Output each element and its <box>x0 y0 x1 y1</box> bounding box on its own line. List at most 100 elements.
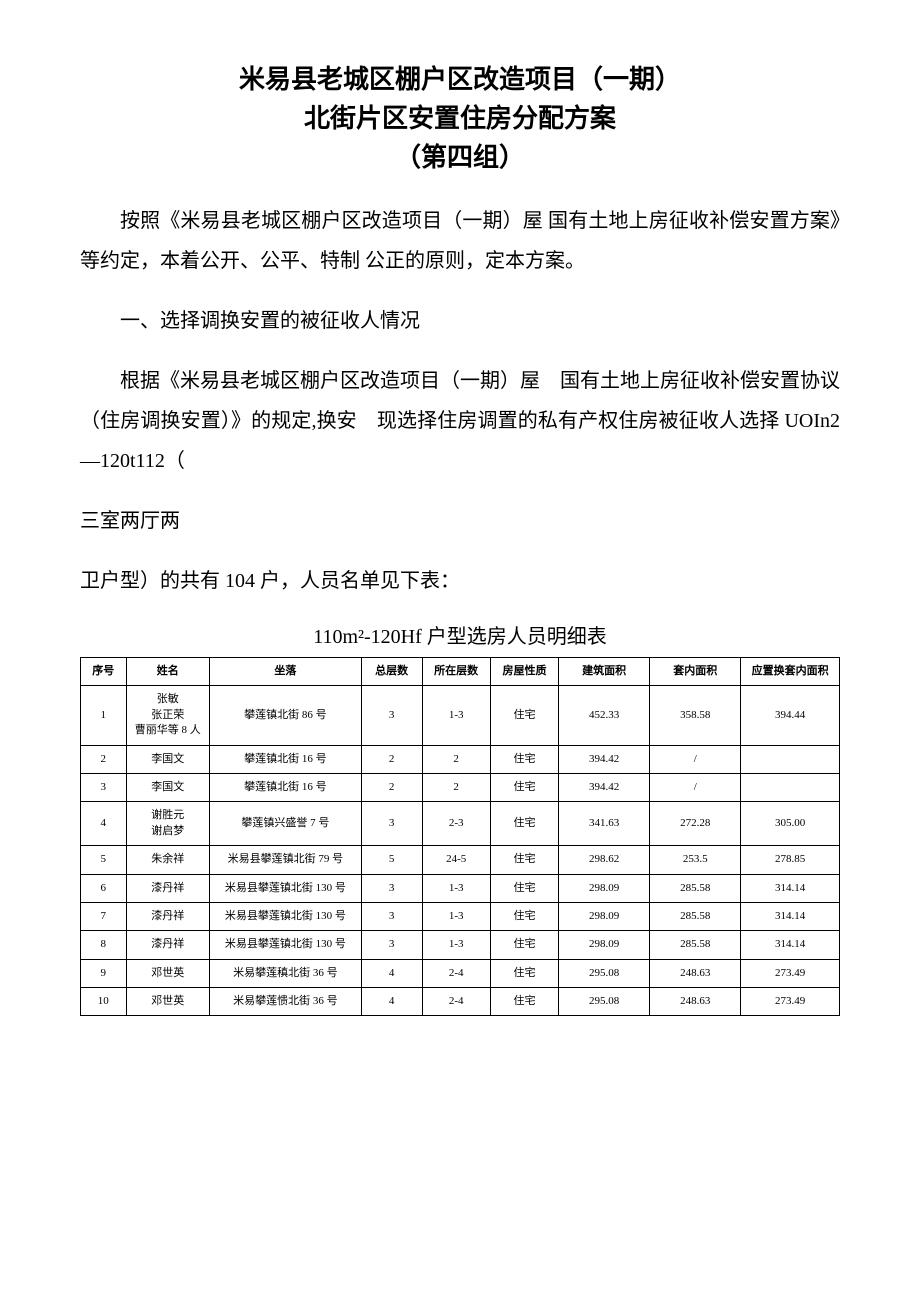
table-cell: 米易县攀莲镇北街 130 号 <box>210 902 362 930</box>
table-cell: 攀莲镇兴盛誉 7 号 <box>210 802 362 846</box>
table-cell: 295.08 <box>559 988 650 1016</box>
table-cell: 住宅 <box>490 802 558 846</box>
table-cell: 攀莲镇北街 16 号 <box>210 745 362 773</box>
table-cell <box>741 745 840 773</box>
table-cell: 295.08 <box>559 959 650 987</box>
table-cell: 3 <box>361 931 422 959</box>
table-cell: 285.58 <box>650 874 741 902</box>
document-title-block: 米易县老城区棚户区改造项目（一期） 北街片区安置住房分配方案 （第四组） <box>80 60 840 177</box>
table-cell: 住宅 <box>490 931 558 959</box>
table-cell: 272.28 <box>650 802 741 846</box>
table-cell: 住宅 <box>490 686 558 745</box>
th-name: 姓名 <box>126 658 209 686</box>
table-cell: 1 <box>81 686 127 745</box>
th-seq: 序号 <box>81 658 127 686</box>
table-cell: 285.58 <box>650 931 741 959</box>
table-cell: 4 <box>81 802 127 846</box>
table-cell: 253.5 <box>650 846 741 874</box>
th-build-area: 建筑面积 <box>559 658 650 686</box>
table-cell: 住宅 <box>490 874 558 902</box>
table-cell: 452.33 <box>559 686 650 745</box>
table-cell: 298.09 <box>559 874 650 902</box>
table-cell: 314.14 <box>741 874 840 902</box>
title-line-3: （第四组） <box>80 138 840 177</box>
th-address: 坐落 <box>210 658 362 686</box>
paragraph-2: 根据《米易县老城区棚户区改造项目（一期）屋 国有土地上房征收补偿安置协议（住房调… <box>80 361 840 481</box>
title-line-1: 米易县老城区棚户区改造项目（一期） <box>80 60 840 99</box>
table-cell: 李国文 <box>126 745 209 773</box>
table-cell: 2 <box>422 773 490 801</box>
table-cell: 住宅 <box>490 745 558 773</box>
table-cell: 1-3 <box>422 931 490 959</box>
table-cell: 3 <box>361 902 422 930</box>
table-cell: 2-3 <box>422 802 490 846</box>
table-cell: 住宅 <box>490 902 558 930</box>
table-cell: 邓世英 <box>126 959 209 987</box>
table-cell: / <box>650 773 741 801</box>
table-cell: 漆丹祥 <box>126 931 209 959</box>
table-cell: 谢胜元 谢启梦 <box>126 802 209 846</box>
table-cell: 邓世英 <box>126 988 209 1016</box>
table-cell: 7 <box>81 902 127 930</box>
table-cell: 2 <box>422 745 490 773</box>
table-cell: 1-3 <box>422 874 490 902</box>
table-cell: 2 <box>361 745 422 773</box>
table-cell: 住宅 <box>490 988 558 1016</box>
th-floor: 所在层数 <box>422 658 490 686</box>
table-cell: 8 <box>81 931 127 959</box>
table-cell: 住宅 <box>490 959 558 987</box>
table-cell: 5 <box>81 846 127 874</box>
table-row: 3李国文攀莲镇北街 16 号22住宅394.42/ <box>81 773 840 801</box>
table-cell: 9 <box>81 959 127 987</box>
table-cell: 漆丹祥 <box>126 902 209 930</box>
table-cell: 2 <box>361 773 422 801</box>
table-cell: 6 <box>81 874 127 902</box>
table-cell: 3 <box>361 874 422 902</box>
table-cell: 攀莲镇北街 86 号 <box>210 686 362 745</box>
table-cell: 4 <box>361 988 422 1016</box>
table-cell: 攀莲镇北街 16 号 <box>210 773 362 801</box>
table-cell: 314.14 <box>741 931 840 959</box>
table-header: 序号 姓名 坐落 总层数 所在层数 房屋性质 建筑面积 套内面积 应置换套内面积 <box>81 658 840 686</box>
table-row: 2李国文攀莲镇北街 16 号22住宅394.42/ <box>81 745 840 773</box>
table-cell: 358.58 <box>650 686 741 745</box>
table-body: 1张敏 张正荣 曹丽华等 8 人攀莲镇北街 86 号31-3住宅452.3335… <box>81 686 840 1016</box>
table-cell: 305.00 <box>741 802 840 846</box>
table-cell: 漆丹祥 <box>126 874 209 902</box>
table-cell: 394.44 <box>741 686 840 745</box>
table-cell: 朱余祥 <box>126 846 209 874</box>
table-cell: 米易县攀莲镇北街 130 号 <box>210 874 362 902</box>
document-body: 按照《米易县老城区棚户区改造项目（一期）屋 国有土地上房征收补偿安置方案》等约定… <box>80 201 840 601</box>
table-row: 9邓世英米易攀莲稹北街 36 号42-4住宅295.08248.63273.49 <box>81 959 840 987</box>
table-cell: / <box>650 745 741 773</box>
paragraph-4: 卫户型）的共有 104 户，人员名单见下表： <box>80 561 840 601</box>
table-cell: 273.49 <box>741 959 840 987</box>
table-cell: 394.42 <box>559 745 650 773</box>
table-cell: 298.09 <box>559 902 650 930</box>
table-row: 10邓世英米易攀莲愦北街 36 号42-4住宅295.08248.63273.4… <box>81 988 840 1016</box>
table-cell: 3 <box>81 773 127 801</box>
table-cell: 米易攀莲愦北街 36 号 <box>210 988 362 1016</box>
table-cell: 1-3 <box>422 902 490 930</box>
table-row: 4谢胜元 谢启梦攀莲镇兴盛誉 7 号32-3住宅341.63272.28305.… <box>81 802 840 846</box>
table-cell: 4 <box>361 959 422 987</box>
table-cell: 285.58 <box>650 902 741 930</box>
section-heading-1: 一、选择调换安置的被征收人情况 <box>80 301 840 341</box>
table-header-row: 序号 姓名 坐落 总层数 所在层数 房屋性质 建筑面积 套内面积 应置换套内面积 <box>81 658 840 686</box>
table-cell: 2 <box>81 745 127 773</box>
table-cell: 米易县攀莲镇北街 79 号 <box>210 846 362 874</box>
table-cell: 24-5 <box>422 846 490 874</box>
th-exchange-area: 应置换套内面积 <box>741 658 840 686</box>
table-cell: 314.14 <box>741 902 840 930</box>
table-cell: 张敏 张正荣 曹丽华等 8 人 <box>126 686 209 745</box>
paragraph-intro: 按照《米易县老城区棚户区改造项目（一期）屋 国有土地上房征收补偿安置方案》等约定… <box>80 201 840 281</box>
table-cell: 273.49 <box>741 988 840 1016</box>
table-cell: 住宅 <box>490 773 558 801</box>
table-cell: 3 <box>361 802 422 846</box>
table-row: 5朱余祥米易县攀莲镇北街 79 号524-5住宅298.62253.5278.8… <box>81 846 840 874</box>
th-inner-area: 套内面积 <box>650 658 741 686</box>
table-cell: 2-4 <box>422 988 490 1016</box>
table-cell: 米易县攀莲镇北街 130 号 <box>210 931 362 959</box>
table-cell: 10 <box>81 988 127 1016</box>
paragraph-3: 三室两厅两 <box>80 501 840 541</box>
